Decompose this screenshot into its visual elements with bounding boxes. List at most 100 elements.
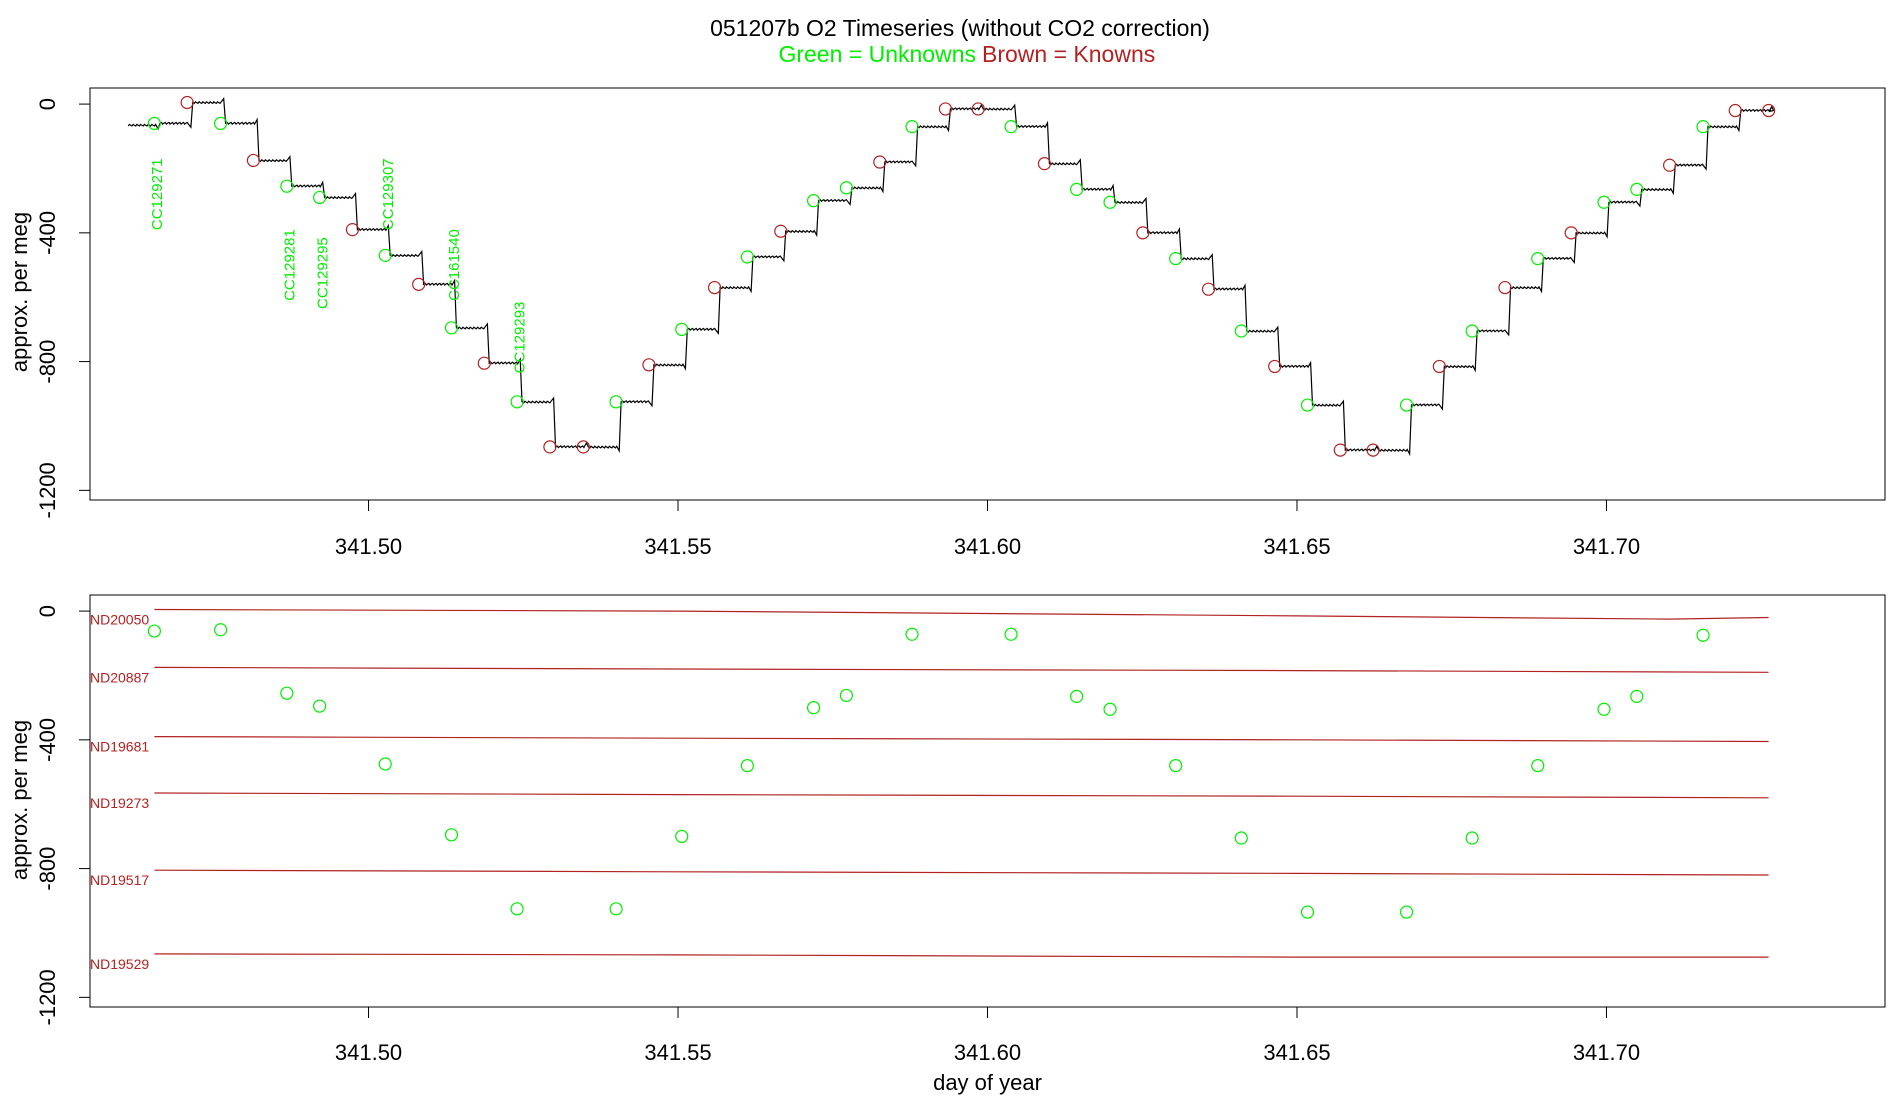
known-point — [642, 358, 656, 372]
sample-id-label: CC129293 — [512, 302, 529, 374]
sample-id-label: CC161540 — [446, 229, 463, 301]
unknown-point — [280, 686, 294, 700]
known-point — [971, 102, 985, 116]
unknown-point — [510, 395, 524, 409]
known-point — [412, 277, 426, 291]
unknown-point — [147, 116, 161, 131]
unknown-point — [1531, 251, 1545, 266]
known-point — [1333, 443, 1347, 457]
reference-line-label: ND19273 — [90, 795, 149, 811]
unknown-point — [313, 699, 327, 713]
x-tick-label: 341.60 — [954, 534, 1021, 559]
known-point — [1037, 157, 1052, 171]
unknown-point — [510, 902, 524, 916]
unknown-point — [313, 190, 327, 205]
known-point — [246, 153, 261, 168]
unknown-point — [1103, 702, 1117, 716]
reference-line — [154, 869, 1769, 876]
reference-line — [154, 953, 1769, 958]
unknown-point — [1399, 398, 1414, 412]
known-point — [576, 440, 590, 454]
unknown-point — [1630, 182, 1644, 196]
unknown-point — [1597, 195, 1611, 209]
unknown-point — [378, 757, 392, 771]
x-tick-label: 341.50 — [335, 1040, 402, 1065]
y-tick-label: -1200 — [35, 462, 60, 518]
reference-line-label: ND19529 — [90, 956, 149, 972]
y-tick-label: -800 — [35, 847, 60, 891]
known-point — [543, 440, 557, 454]
sample-id-label: CC129307 — [380, 158, 397, 230]
unknown-point — [214, 116, 228, 131]
y-axis-label: approx. per meg — [7, 720, 32, 880]
legend-unknowns-label: Green = Unknowns — [778, 41, 976, 67]
unknown-point — [1531, 758, 1545, 773]
unknown-point — [1696, 120, 1710, 134]
known-point — [1136, 226, 1150, 240]
plot-frame — [89, 87, 1886, 501]
y-tick-label: 0 — [35, 605, 60, 617]
sample-id-label: CC129271 — [149, 158, 166, 230]
y-tick-label: 0 — [35, 98, 60, 110]
sample-id-label: CC129281 — [281, 229, 298, 301]
chart-title: 051207b O2 Timeseries (without CO2 corre… — [710, 15, 1210, 41]
known-point — [873, 155, 887, 169]
sample-id-label: CC129295 — [314, 237, 331, 309]
y-tick-label: -400 — [35, 718, 60, 762]
unknown-point — [1300, 905, 1315, 919]
unknown-point — [1465, 831, 1479, 845]
y-tick-label: -800 — [35, 340, 60, 384]
x-tick-label: 341.55 — [644, 1040, 711, 1065]
unknown-point — [740, 250, 754, 264]
known-point — [707, 280, 722, 295]
unknown-point — [1004, 627, 1018, 641]
x-tick-label: 341.55 — [644, 534, 711, 559]
unknown-point — [1465, 324, 1479, 338]
unknown-point — [905, 120, 919, 134]
plot-frame — [89, 594, 1886, 1008]
x-tick-label: 341.65 — [1263, 534, 1330, 559]
o2-trace-line — [127, 97, 1775, 457]
y-tick-label: -400 — [35, 211, 60, 255]
unknown-point — [1630, 689, 1644, 703]
legend-knowns-label: Brown = Knowns — [982, 41, 1155, 67]
reference-line-label: ND20887 — [90, 669, 149, 685]
unknown-point — [839, 181, 853, 195]
x-tick-label: 341.60 — [954, 1040, 1021, 1065]
y-axis-label: approx. per meg — [7, 212, 32, 372]
x-tick-label: 341.70 — [1573, 1040, 1640, 1065]
known-point — [1432, 359, 1446, 374]
reference-line — [154, 792, 1769, 799]
x-axis-label: day of year — [933, 1070, 1042, 1095]
unknown-point — [905, 627, 919, 641]
known-point — [1728, 103, 1742, 118]
known-point — [1762, 103, 1776, 118]
unknown-point — [444, 828, 459, 842]
x-tick-label: 341.70 — [1573, 534, 1640, 559]
known-point — [1662, 158, 1677, 172]
unknown-point — [1004, 120, 1018, 134]
known-point — [1564, 226, 1578, 240]
unknown-point — [806, 194, 821, 208]
known-point — [1366, 443, 1380, 457]
unknown-point — [1070, 182, 1084, 196]
known-point — [477, 356, 491, 370]
x-tick-label: 341.65 — [1263, 1040, 1330, 1065]
unknown-point — [1169, 251, 1183, 266]
y-tick-label: -1200 — [35, 969, 60, 1025]
top-panel: 341.50 341.55 341.60 341.65 341.70 0 -400 -800 -… — [7, 87, 1886, 559]
unknown-point — [280, 179, 294, 193]
unknown-point — [740, 758, 754, 773]
unknown-point — [609, 902, 623, 916]
unknown-point — [1696, 628, 1710, 642]
reference-line — [154, 666, 1769, 673]
unknown-point — [1399, 905, 1414, 919]
known-point — [1498, 280, 1512, 295]
bottom-panel: 341.50 341.55 341.60 341.65 341.70 0 -400 -800 -… — [7, 594, 1886, 1095]
known-point — [1268, 359, 1282, 374]
unknown-point — [1234, 324, 1248, 338]
unknown-point — [675, 829, 689, 844]
unknown-point — [675, 322, 689, 337]
unknown-point — [839, 688, 853, 703]
